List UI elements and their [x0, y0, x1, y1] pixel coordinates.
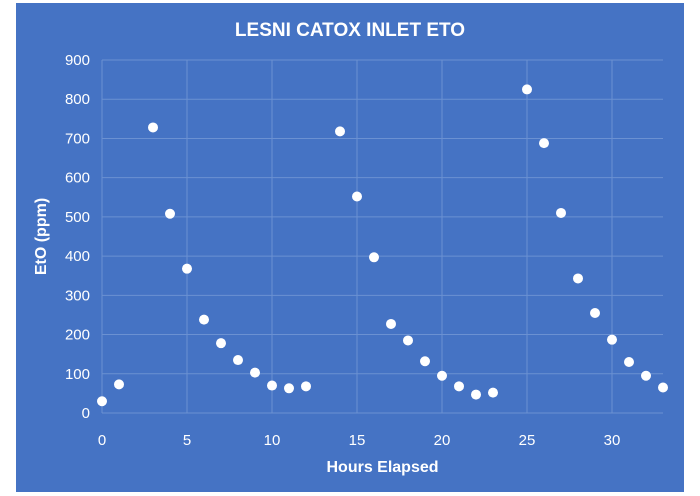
y-tick-label: 800	[65, 91, 90, 108]
data-point	[624, 357, 634, 368]
x-tick-label: 10	[264, 432, 281, 449]
data-point	[352, 191, 362, 202]
data-point	[114, 379, 124, 390]
data-point	[658, 382, 668, 393]
chart-svg: LESNI CATOX INLET ETO 010020030040050060…	[33, 20, 668, 476]
data-point	[437, 370, 447, 381]
y-tick-label: 500	[65, 209, 90, 226]
data-point	[607, 334, 617, 345]
data-point	[556, 207, 566, 218]
data-point	[216, 338, 226, 349]
data-point	[488, 387, 498, 398]
data-point	[403, 335, 413, 346]
x-axis-title: Hours Elapsed	[326, 459, 438, 476]
chart-title: LESNI CATOX INLET ETO	[235, 20, 465, 41]
data-point	[97, 396, 107, 407]
y-tick-label: 300	[65, 287, 90, 304]
x-tick-labels: 0 5 10 15 20 25 30	[98, 432, 621, 449]
data-point	[250, 367, 260, 378]
x-tick-label: 30	[604, 432, 621, 449]
data-points	[97, 84, 668, 407]
x-tick-label: 15	[349, 432, 366, 449]
grid-layer	[101, 59, 663, 414]
y-tick-label: 100	[65, 366, 90, 383]
data-point	[165, 208, 175, 219]
data-point	[420, 356, 430, 367]
x-tick-label: 0	[98, 432, 106, 449]
data-point	[641, 370, 651, 381]
data-point	[369, 252, 379, 263]
y-tick-label: 200	[65, 327, 90, 344]
data-point	[199, 314, 209, 325]
data-point	[522, 84, 532, 95]
data-point	[471, 389, 481, 400]
y-tick-label: 700	[65, 130, 90, 147]
x-tick-label: 5	[183, 432, 191, 449]
data-point	[335, 126, 345, 137]
y-tick-labels: 0 100 200 300 400 500 600 700 800 900	[65, 52, 90, 422]
data-point	[573, 273, 583, 284]
data-point	[386, 318, 396, 329]
y-tick-label: 900	[65, 52, 90, 69]
data-point	[539, 138, 549, 149]
y-tick-label: 0	[82, 405, 90, 422]
data-point	[301, 381, 311, 392]
data-point	[148, 122, 158, 133]
y-tick-label: 400	[65, 248, 90, 265]
data-point	[590, 307, 600, 318]
data-point	[284, 383, 294, 394]
data-point	[267, 380, 277, 391]
data-point	[454, 381, 464, 392]
x-tick-label: 25	[519, 432, 536, 449]
data-point	[182, 263, 192, 274]
y-tick-label: 600	[65, 170, 90, 187]
chart-frame: LESNI CATOX INLET ETO 0 100 200 300 400 500 60…	[16, 3, 684, 492]
x-tick-label: 20	[434, 432, 451, 449]
data-point	[233, 355, 243, 366]
y-axis-title: EtO (ppm)	[33, 198, 50, 275]
